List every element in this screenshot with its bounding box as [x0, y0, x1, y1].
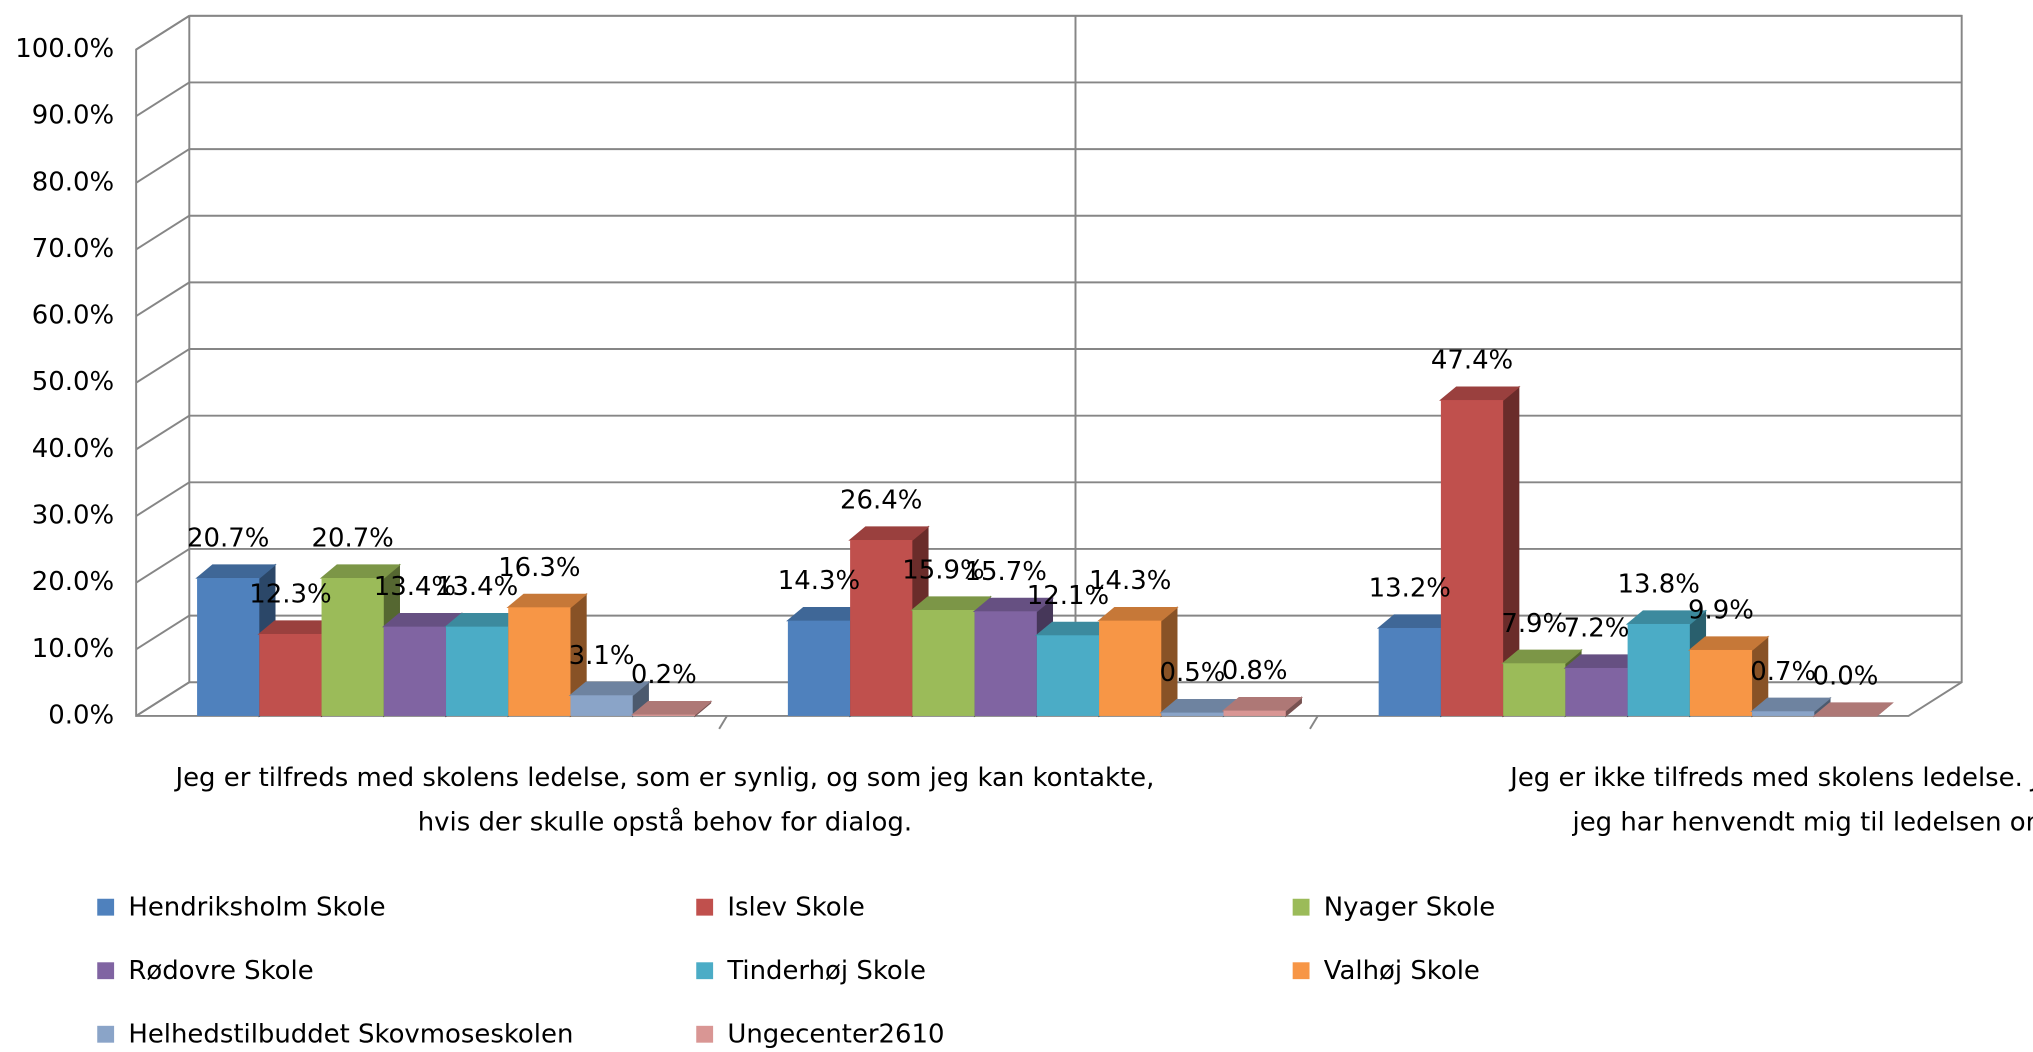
x-tick-label-line: jeg har henvendt mig til ledelsen om kon… [1572, 807, 2033, 837]
data-label: 15.9% [902, 556, 984, 586]
grid-line-side [135, 681, 190, 717]
grid-line-side [135, 281, 190, 317]
legend-swatch [696, 1025, 714, 1043]
legend-label: Helhedstilbuddet Skovmoseskolen [128, 1019, 573, 1049]
legend-swatch [696, 962, 714, 980]
data-label: 20.7% [311, 524, 393, 554]
y-tick-label: 100.0% [15, 34, 114, 64]
grid-line-side [135, 614, 190, 651]
data-label: 14.3% [1089, 566, 1171, 596]
data-label: 12.3% [249, 580, 331, 610]
bar-top [1812, 702, 1894, 717]
bar [1565, 667, 1628, 716]
bar [259, 633, 322, 716]
legend-swatch [97, 1025, 115, 1043]
data-label: 14.3% [778, 566, 860, 596]
data-label: 7.9% [1501, 609, 1567, 639]
grid-line-side [135, 348, 190, 384]
x-tick-label-line: hvis der skulle opstå behov for dialog. [418, 806, 912, 837]
y-tick-label: 70.0% [32, 234, 114, 264]
data-label: 9.9% [1688, 596, 1754, 626]
data-label: 13.2% [1369, 574, 1451, 604]
legend-swatch [1292, 898, 1310, 916]
data-label: 47.4% [1431, 346, 1513, 376]
data-label: 0.2% [631, 660, 697, 690]
legend-label: Nyager Skole [1324, 892, 1495, 922]
floor-divider [1309, 715, 1319, 730]
bar [1503, 663, 1566, 716]
bar [1223, 710, 1286, 716]
legend-swatch [1292, 962, 1310, 980]
legend-label: Valhøj Skole [1324, 956, 1480, 986]
y-tick-label: 0.0% [48, 700, 114, 730]
legend-swatch [696, 898, 714, 916]
grid-line-side [135, 548, 190, 584]
bar [974, 611, 1037, 716]
grid-line-side [135, 148, 190, 184]
bar [508, 607, 571, 716]
bar [787, 620, 851, 716]
x-tick-label-line: Jeg er tilfreds med skolens ledelse, som… [173, 763, 1154, 793]
bar [1440, 400, 1504, 716]
x-tick-label: Jeg er tilfreds med skolens ledelse, som… [173, 763, 1154, 837]
bar [1378, 627, 1441, 716]
x-tick-label-line: Jeg er ikke tilfreds med skolens ledelse… [1508, 763, 2033, 793]
y-tick-label: 30.0% [32, 501, 114, 531]
data-label: 13.8% [1618, 570, 1700, 600]
legend-label: Tinderhøj Skole [726, 956, 926, 986]
y-tick-label: 10.0% [32, 634, 114, 664]
bar [632, 714, 695, 716]
y-tick-label: 60.0% [32, 301, 114, 331]
data-label: 13.4% [374, 572, 456, 602]
bar [1752, 711, 1815, 716]
grid-line-side [135, 214, 190, 251]
legend-label: Ungecenter2610 [727, 1019, 944, 1049]
x-tick-label: Jeg er ikke tilfreds med skolens ledelse… [1508, 763, 2033, 837]
bar [321, 577, 384, 716]
data-label: 0.5% [1159, 658, 1225, 688]
data-label: 0.0% [1813, 662, 1879, 692]
grid-line-side [135, 481, 190, 517]
bar [1036, 635, 1100, 716]
grid-line-side [135, 414, 190, 451]
bar [570, 695, 633, 716]
bar [446, 626, 509, 716]
bar [1689, 649, 1753, 716]
grid-line-side [135, 81, 190, 117]
y-tick-label: 40.0% [32, 434, 114, 464]
floor-divider [718, 715, 728, 730]
data-label: 12.1% [1027, 581, 1109, 611]
data-label: 3.1% [569, 641, 635, 671]
data-label: 16.3% [498, 553, 580, 583]
data-label: 20.7% [187, 524, 269, 554]
legend-label: Hendriksholm Skole [128, 892, 385, 922]
legend-swatch [97, 898, 115, 916]
y-tick-label: 80.0% [32, 167, 114, 197]
data-label: 15.7% [965, 557, 1047, 587]
bar [1627, 623, 1690, 716]
data-label: 26.4% [840, 486, 922, 516]
y-tick-label: 20.0% [32, 567, 114, 597]
bar [850, 540, 913, 716]
bar [1161, 712, 1224, 716]
y-tick-label: 50.0% [32, 367, 114, 397]
data-label: 0.7% [1750, 657, 1816, 687]
y-tick-label: 90.0% [32, 101, 114, 131]
data-label: 0.8% [1222, 656, 1288, 686]
bar [383, 626, 447, 716]
bar [912, 609, 975, 716]
legend-label: Islev Skole [727, 892, 864, 922]
bar [1099, 620, 1162, 716]
bar [197, 577, 260, 716]
legend-swatch [97, 962, 115, 980]
data-label: 7.2% [1564, 614, 1630, 644]
grid-line-side [135, 14, 190, 51]
data-label: 13.4% [436, 572, 518, 602]
legend-label: Rødovre Skole [128, 956, 313, 986]
